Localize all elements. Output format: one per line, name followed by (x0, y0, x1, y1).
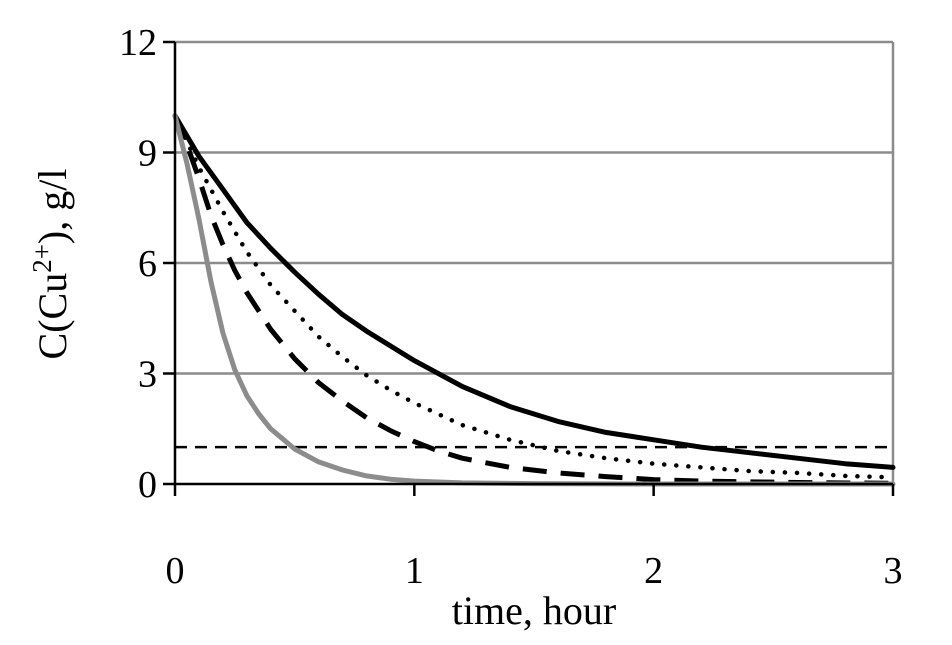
x-tick-label: 1 (405, 550, 424, 592)
y-axis-title-superscript: 2+ (27, 244, 57, 273)
y-axis-title-prefix: C(Cu (30, 273, 75, 360)
x-tick-label: 0 (166, 550, 185, 592)
x-tick-label: 3 (884, 550, 903, 592)
y-axis-title-suffix: ), g/l (30, 169, 75, 245)
y-axis-title: C(Cu2+), g/l (27, 169, 75, 360)
axes (163, 40, 895, 496)
y-tick-label: 12 (119, 22, 157, 64)
series-line-4 (172, 113, 896, 487)
series-line-1 (172, 113, 896, 470)
series-line-3 (172, 114, 894, 486)
y-tick-labels: 0 3 6 9 12 (119, 22, 157, 506)
series-group (172, 113, 896, 487)
y-tick-label: 9 (138, 133, 157, 175)
y-tick-label: 3 (138, 354, 157, 396)
series-line-2 (172, 113, 896, 480)
x-axis-title: time, hour (452, 588, 616, 633)
y-tick-label: 0 (138, 464, 157, 506)
y-tick-label: 6 (138, 243, 157, 285)
gridlines (175, 40, 895, 484)
x-tick-labels: 0 1 2 3 (166, 550, 903, 592)
x-tick-label: 2 (644, 550, 663, 592)
